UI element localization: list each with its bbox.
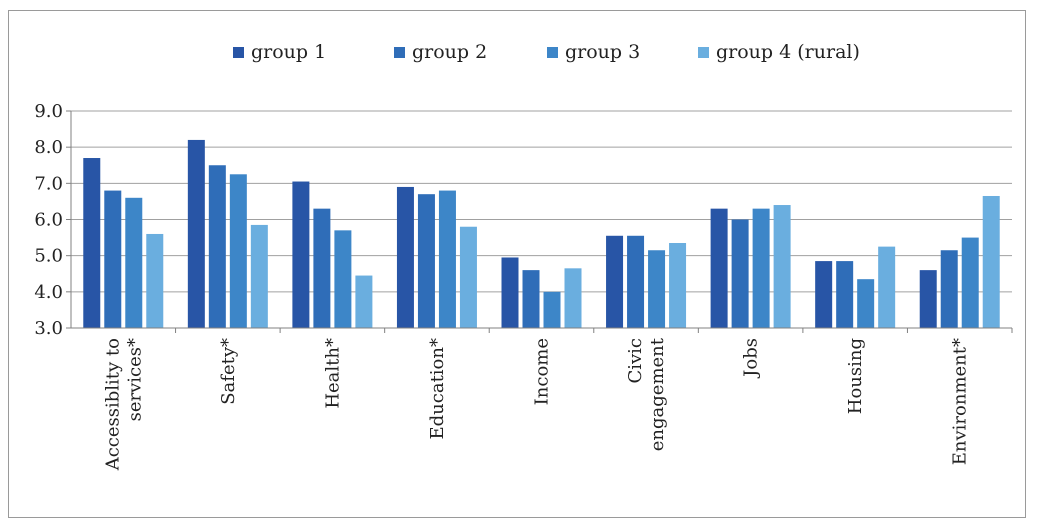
bar [982, 195, 1000, 328]
bar [773, 205, 791, 328]
bar [752, 208, 770, 328]
bar [919, 270, 937, 328]
y-tick-label: 9.0 [34, 101, 63, 122]
legend-label: group 1 [251, 41, 326, 63]
x-category-label-line: services* [124, 338, 145, 421]
y-tick-label: 6.0 [34, 210, 63, 231]
x-category-label-line: Civic [625, 338, 646, 384]
chart-frame: 3.0 4.0 5.0 6.0 7.0 8.0 9.0 Accessiblity toser… [8, 10, 1026, 518]
y-tick-label: 5.0 [34, 246, 63, 267]
bar [355, 275, 373, 328]
bar [292, 181, 310, 328]
legend-swatch [394, 47, 405, 58]
x-category-label-line: Jobs [741, 338, 762, 379]
x-category-label-line: Health* [322, 338, 343, 409]
bar [815, 261, 833, 328]
bar [648, 250, 666, 328]
bar [313, 208, 331, 328]
bar [187, 139, 205, 328]
x-category-label: Civicengagement [625, 337, 668, 451]
bar-chart: 3.0 4.0 5.0 6.0 7.0 8.0 9.0 Accessiblity toser… [34, 41, 1013, 471]
bar [125, 197, 143, 328]
y-tick-label: 7.0 [34, 173, 63, 194]
bar [940, 250, 958, 328]
x-category-label: Education* [427, 338, 448, 440]
x-category-label: Accessiblity toservices* [102, 338, 145, 471]
x-category-label-line: Education* [427, 338, 448, 440]
x-category-label: Jobs [741, 338, 762, 379]
x-category-label-line: Housing [845, 338, 866, 414]
bar [229, 174, 247, 328]
x-category-label: Safety* [218, 338, 239, 405]
x-axis-labels: Accessiblity toservices* Safety* Health* Ed… [102, 337, 970, 471]
bar [606, 235, 624, 328]
bar [83, 158, 101, 328]
bar [250, 224, 268, 328]
x-category-label: Health* [322, 338, 343, 409]
y-axis-ticks: 3.0 4.0 5.0 6.0 7.0 8.0 9.0 [34, 101, 71, 339]
y-tick-label: 8.0 [34, 137, 63, 158]
bar [961, 237, 979, 328]
gridlines [71, 110, 1012, 329]
legend-label: group 2 [412, 41, 487, 63]
bar [334, 230, 352, 328]
bar [857, 279, 875, 328]
bar [543, 291, 561, 328]
bar [564, 268, 582, 328]
bar [438, 190, 456, 328]
legend: group 1 group 2 group 3 group 4 (rural) [233, 41, 860, 63]
bar [669, 243, 687, 328]
legend-swatch [233, 47, 244, 58]
bar [208, 165, 226, 328]
bar [417, 194, 435, 328]
x-category-label-line: Income [532, 338, 553, 405]
x-category-label-line: Safety* [218, 338, 239, 405]
bar [396, 186, 414, 328]
bar [522, 270, 540, 328]
x-category-label-line: engagement [647, 337, 668, 451]
x-category-label: Environment* [950, 338, 971, 465]
x-category-label-line: Accessiblity to [102, 338, 123, 471]
y-tick-label: 4.0 [34, 282, 63, 303]
legend-swatch [698, 47, 709, 58]
legend-label: group 3 [565, 41, 640, 63]
x-category-label: Income [532, 338, 553, 405]
y-tick-label: 3.0 [34, 318, 63, 339]
bar [459, 226, 477, 328]
bars [83, 139, 1000, 328]
legend-label: group 4 (rural) [716, 41, 860, 63]
bar [501, 257, 519, 328]
legend-swatch [547, 47, 558, 58]
x-category-label: Housing [845, 338, 866, 414]
bar [146, 233, 164, 328]
bar [878, 246, 896, 328]
bar [731, 219, 749, 328]
bar [627, 235, 645, 328]
x-category-label-line: Environment* [950, 338, 971, 465]
bar [104, 190, 122, 328]
bar [710, 208, 728, 328]
bar [836, 261, 854, 328]
